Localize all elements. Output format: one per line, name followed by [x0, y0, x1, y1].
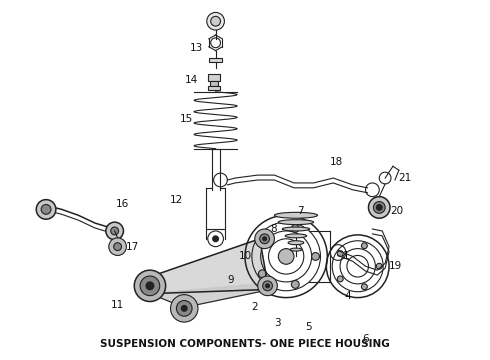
- Text: 1: 1: [343, 251, 349, 261]
- Circle shape: [362, 243, 368, 249]
- Text: 14: 14: [184, 75, 198, 85]
- Text: 5: 5: [305, 322, 312, 332]
- Circle shape: [146, 282, 154, 290]
- Circle shape: [263, 237, 267, 241]
- Circle shape: [36, 199, 56, 219]
- Circle shape: [376, 263, 382, 269]
- Circle shape: [114, 243, 122, 251]
- Circle shape: [41, 204, 51, 214]
- Circle shape: [266, 284, 270, 288]
- Text: 7: 7: [297, 206, 304, 216]
- Circle shape: [292, 280, 299, 288]
- Circle shape: [312, 252, 319, 260]
- Circle shape: [260, 234, 270, 244]
- Circle shape: [337, 251, 343, 257]
- Circle shape: [109, 238, 126, 256]
- Ellipse shape: [288, 241, 304, 245]
- Circle shape: [368, 197, 390, 218]
- Bar: [208, 74, 220, 81]
- Circle shape: [213, 236, 219, 242]
- Circle shape: [255, 229, 274, 249]
- Ellipse shape: [285, 234, 307, 238]
- Circle shape: [211, 16, 220, 26]
- Circle shape: [207, 12, 224, 30]
- Text: 4: 4: [344, 291, 351, 301]
- Circle shape: [362, 284, 368, 290]
- Bar: [208, 86, 220, 90]
- Circle shape: [278, 249, 294, 264]
- Text: 12: 12: [170, 195, 183, 204]
- Circle shape: [181, 305, 187, 311]
- Polygon shape: [150, 239, 268, 294]
- Circle shape: [140, 276, 160, 296]
- Circle shape: [176, 301, 192, 316]
- Bar: [210, 81, 218, 86]
- Circle shape: [337, 276, 343, 282]
- Circle shape: [263, 281, 272, 291]
- Text: 8: 8: [270, 224, 277, 234]
- Ellipse shape: [282, 227, 310, 231]
- Text: 6: 6: [362, 334, 369, 344]
- Circle shape: [258, 235, 266, 243]
- Ellipse shape: [290, 248, 302, 251]
- Text: SUSPENSION COMPONENTS- ONE PIECE HOUSING: SUSPENSION COMPONENTS- ONE PIECE HOUSING: [100, 339, 390, 348]
- Polygon shape: [150, 283, 268, 307]
- Text: 20: 20: [391, 206, 403, 216]
- Ellipse shape: [274, 212, 318, 218]
- Circle shape: [373, 202, 385, 213]
- Text: 19: 19: [388, 261, 402, 271]
- Text: 18: 18: [329, 157, 343, 167]
- Text: 16: 16: [116, 198, 129, 208]
- Text: 13: 13: [189, 43, 203, 53]
- Circle shape: [258, 270, 266, 278]
- Ellipse shape: [278, 220, 314, 225]
- Text: 2: 2: [251, 302, 258, 312]
- Circle shape: [171, 294, 198, 322]
- Circle shape: [106, 222, 123, 240]
- Circle shape: [134, 270, 166, 302]
- Circle shape: [376, 204, 382, 210]
- Text: 10: 10: [239, 251, 251, 261]
- Text: 15: 15: [179, 114, 193, 124]
- Circle shape: [111, 227, 119, 235]
- Text: 21: 21: [398, 173, 412, 183]
- Circle shape: [292, 225, 299, 233]
- Text: 9: 9: [227, 275, 234, 285]
- Text: 3: 3: [274, 318, 281, 328]
- Circle shape: [258, 276, 277, 296]
- Text: 11: 11: [111, 301, 124, 310]
- Bar: [209, 58, 222, 62]
- Text: 17: 17: [125, 242, 139, 252]
